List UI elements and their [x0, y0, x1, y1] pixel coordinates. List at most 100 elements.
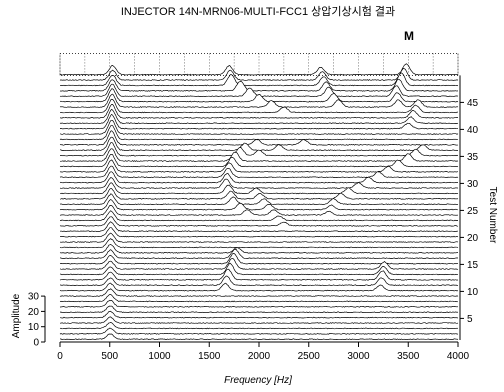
trace-mask	[60, 148, 458, 164]
test-trace	[59, 142, 459, 157]
trace-mask	[60, 300, 458, 310]
trace-mask	[60, 276, 458, 288]
x-tick-label: 2000	[248, 351, 271, 362]
trace-mask	[60, 109, 458, 126]
trace-mask	[60, 210, 458, 224]
test-trace	[59, 88, 459, 103]
trace-mask	[60, 177, 458, 191]
x-tick-label: 1000	[148, 351, 171, 362]
x-axis-label: Frequency [Hz]	[224, 375, 292, 386]
test-trace	[59, 268, 459, 281]
axes-group: 0 500 1000 1500 2000 2500 3000 3500 4000 0 10 20 30 5…	[28, 53, 479, 362]
x-tick-label: 2500	[298, 351, 321, 362]
test-trace	[59, 262, 459, 276]
trace-mask	[60, 130, 458, 148]
test-trace	[60, 104, 459, 119]
test-trace	[59, 193, 459, 206]
test-trace	[59, 243, 459, 254]
trace-mask	[60, 120, 458, 137]
x-tick-label: 0	[57, 351, 63, 362]
x-tick-label: 3500	[397, 351, 420, 362]
test-tick-label: 5	[467, 314, 473, 325]
test-trace	[59, 305, 459, 314]
trace-mask	[60, 188, 458, 202]
trace-mask	[60, 283, 458, 294]
trace-mask	[60, 104, 458, 121]
trace-mask	[60, 171, 458, 186]
test-trace	[59, 216, 458, 227]
trace-mask	[60, 72, 458, 89]
trace-mask	[60, 334, 458, 342]
y-axis-label-right: Test Number	[487, 187, 498, 244]
test-trace	[59, 282, 459, 292]
trace-mask	[60, 114, 458, 132]
amplitude-tick-label: 20	[28, 307, 40, 318]
test-trace	[59, 171, 459, 184]
x-tick-label: 3000	[347, 351, 370, 362]
x-tick-label: 1500	[198, 351, 221, 362]
test-trace	[59, 316, 459, 324]
test-trace	[59, 238, 459, 249]
test-trace	[59, 130, 459, 146]
trace-mask	[60, 253, 458, 267]
test-trace	[59, 98, 458, 114]
trace-mask	[60, 249, 458, 261]
test-trace	[59, 119, 459, 135]
trace-mask	[60, 88, 458, 105]
test-trace	[59, 154, 459, 168]
test-trace	[59, 67, 459, 81]
trace-mask	[60, 63, 458, 78]
test-trace	[59, 253, 459, 265]
test-trace	[59, 108, 459, 125]
test-trace	[59, 258, 459, 270]
test-trace	[59, 177, 459, 189]
trace-mask	[60, 322, 458, 332]
test-tick-label: 45	[467, 98, 479, 109]
trace-mask	[60, 99, 458, 116]
trace-mask	[60, 125, 458, 143]
test-trace	[59, 159, 459, 173]
test-tick-label: 10	[467, 287, 479, 298]
test-trace	[59, 165, 459, 179]
test-trace	[59, 199, 459, 211]
amplitude-tick-label: 10	[28, 322, 40, 333]
test-tick-label: 20	[467, 233, 479, 244]
trace-mask	[60, 263, 458, 278]
test-trace	[59, 294, 459, 303]
trace-group	[59, 63, 459, 342]
test-tick-label: 15	[467, 260, 479, 271]
test-trace	[60, 227, 459, 238]
test-trace	[59, 310, 458, 319]
x-tick-label: 500	[101, 351, 118, 362]
test-tick-label: 30	[467, 179, 479, 190]
x-tick-label: 4000	[447, 351, 470, 362]
test-trace	[59, 333, 459, 341]
test-trace	[59, 221, 459, 233]
test-trace	[59, 248, 459, 260]
test-trace	[59, 93, 459, 108]
test-trace	[59, 72, 459, 87]
trace-mask	[60, 306, 458, 315]
test-tick-label: 35	[467, 152, 479, 163]
chart-title: INJECTOR 14N-MRN06-MULTI-FCC1 상압기상시험 결과	[121, 5, 395, 18]
test-trace	[60, 210, 459, 222]
test-tick-label: 40	[467, 125, 479, 136]
test-trace	[59, 232, 459, 243]
test-trace	[59, 148, 459, 162]
test-trace	[59, 299, 459, 308]
y-axis-label-left: Amplitude	[11, 293, 22, 338]
amplitude-tick-label: 30	[28, 292, 40, 303]
trace-mask	[60, 221, 458, 234]
test-trace	[59, 188, 459, 200]
test-trace	[59, 113, 459, 130]
test-tick-label: 25	[467, 206, 479, 217]
test-trace	[60, 182, 459, 195]
test-trace	[59, 288, 459, 297]
trace-mask	[60, 328, 458, 337]
test-trace	[59, 322, 459, 330]
test-trace	[59, 327, 459, 335]
amplitude-tick-label: 0	[33, 338, 39, 349]
test-trace	[60, 275, 459, 287]
